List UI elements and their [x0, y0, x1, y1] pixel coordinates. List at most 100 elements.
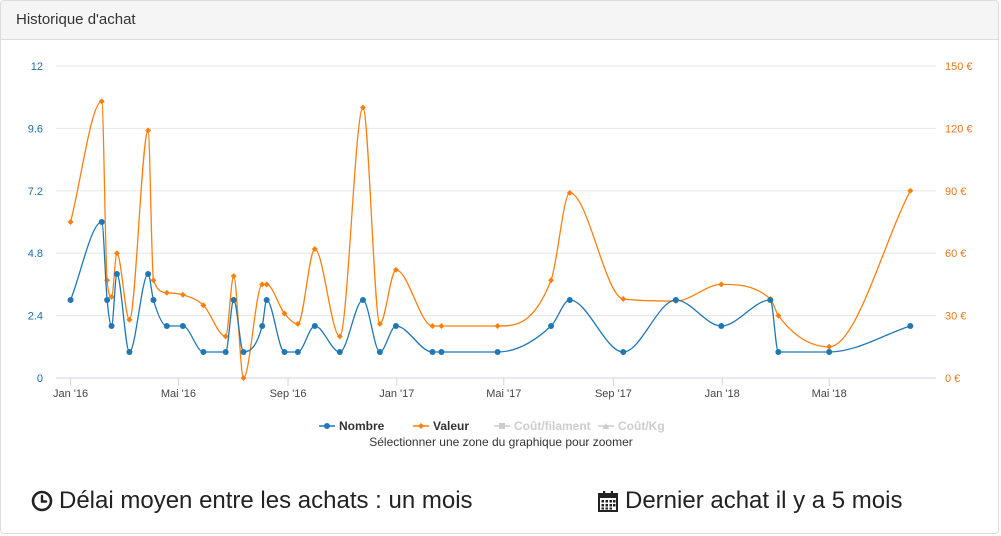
data-point-valeur[interactable] — [494, 323, 501, 329]
data-point-nombre[interactable] — [359, 297, 366, 303]
data-point-nombre[interactable] — [222, 349, 229, 355]
data-point-valeur[interactable] — [179, 291, 186, 298]
data-point-nombre[interactable] — [230, 297, 237, 303]
data-point-nombre[interactable] — [438, 349, 445, 355]
y-left-tick-label: 2.4 — [28, 311, 43, 323]
x-tick-label: Mai '17 — [486, 388, 521, 400]
data-point-valeur[interactable] — [240, 375, 247, 381]
data-point-nombre[interactable] — [392, 323, 399, 329]
data-point-nombre[interactable] — [376, 349, 383, 355]
data-point-nombre[interactable] — [767, 297, 774, 303]
data-point-valeur[interactable] — [294, 320, 301, 327]
data-point-valeur[interactable] — [163, 289, 170, 296]
legend-label: Coût/filament — [514, 419, 591, 433]
data-point-valeur[interactable] — [376, 320, 383, 327]
data-point-nombre[interactable] — [126, 349, 133, 355]
x-tick-label: Sep '16 — [270, 388, 307, 400]
data-point-nombre[interactable] — [294, 349, 301, 355]
chart-container[interactable]: 0 2.4 4.8 7.2 9.6 12 0 €30 €60 €90 €120 €150 €… — [1, 41, 999, 461]
x-tick-label: Sep '17 — [595, 388, 632, 400]
data-point-valeur[interactable] — [548, 277, 555, 284]
calendar-icon — [598, 491, 618, 512]
x-tick-label: Jan '17 — [379, 388, 414, 400]
clock-icon — [31, 490, 53, 512]
x-tick-label: Mai '18 — [812, 388, 847, 400]
data-point-valeur[interactable] — [359, 104, 366, 111]
data-point-valeur[interactable] — [263, 281, 270, 288]
last-purchase-stat: Dernier achat il y a 5 mois — [597, 487, 902, 515]
data-point-nombre[interactable] — [200, 349, 207, 355]
data-point-nombre[interactable] — [548, 323, 555, 329]
legend-item-cout-kg[interactable]: Coût/Kg — [598, 419, 665, 433]
data-point-valeur[interactable] — [429, 323, 436, 329]
data-point-valeur[interactable] — [775, 312, 782, 319]
data-point-valeur[interactable] — [222, 333, 229, 340]
data-point-nombre[interactable] — [620, 349, 627, 355]
data-point-nombre[interactable] — [336, 349, 343, 355]
data-point-valeur[interactable] — [98, 98, 105, 105]
series-line-nombre — [69, 221, 911, 353]
data-point-valeur[interactable] — [259, 281, 266, 288]
data-point-nombre[interactable] — [775, 349, 782, 355]
y-left-tick-label: 9.6 — [28, 123, 43, 135]
data-point-nombre[interactable] — [113, 271, 120, 277]
legend-label: Nombre — [339, 419, 385, 433]
legend-item-valeur[interactable]: Valeur — [413, 419, 469, 433]
x-tick-label: Mai '16 — [161, 388, 196, 400]
legend-marker — [418, 423, 424, 429]
data-point-nombre[interactable] — [240, 349, 247, 355]
data-point-nombre[interactable] — [494, 349, 501, 355]
data-point-valeur[interactable] — [311, 246, 318, 253]
data-point-nombre[interactable] — [108, 323, 115, 329]
data-point-nombre[interactable] — [145, 271, 152, 277]
data-point-valeur[interactable] — [113, 250, 120, 257]
data-point-valeur[interactable] — [281, 310, 288, 317]
data-point-valeur[interactable] — [126, 316, 133, 323]
data-point-nombre[interactable] — [67, 297, 74, 303]
data-point-nombre[interactable] — [672, 297, 679, 303]
data-point-nombre[interactable] — [163, 323, 170, 329]
avg-delay-text: Délai moyen entre les achats : un mois — [59, 487, 473, 514]
data-point-valeur[interactable] — [104, 277, 111, 284]
data-point-nombre[interactable] — [98, 219, 105, 225]
data-point-valeur[interactable] — [907, 187, 914, 194]
data-point-valeur[interactable] — [108, 293, 115, 300]
legend-item-cout-filament[interactable]: Coût/filament — [494, 419, 591, 433]
data-point-valeur[interactable] — [200, 302, 207, 309]
legend-marker — [602, 423, 610, 429]
data-point-valeur[interactable] — [336, 333, 343, 340]
last-purchase-text: Dernier achat il y a 5 mois — [625, 487, 903, 514]
data-point-valeur[interactable] — [826, 343, 833, 350]
data-point-nombre[interactable] — [566, 297, 573, 303]
y-right-tick-label: 150 € — [945, 61, 973, 73]
data-point-nombre[interactable] — [281, 349, 288, 355]
data-point-valeur[interactable] — [392, 266, 399, 273]
data-point-nombre[interactable] — [718, 323, 725, 329]
data-point-nombre[interactable] — [429, 349, 436, 355]
y-right-tick-label: 30 € — [945, 311, 966, 323]
data-point-valeur[interactable] — [620, 295, 627, 302]
data-point-nombre[interactable] — [150, 297, 157, 303]
data-point-nombre[interactable] — [826, 349, 833, 355]
data-point-nombre[interactable] — [907, 323, 914, 329]
data-point-valeur[interactable] — [150, 277, 157, 284]
data-point-nombre[interactable] — [259, 323, 266, 329]
y-left-tick-label: 4.8 — [28, 248, 43, 260]
data-point-valeur[interactable] — [230, 273, 237, 280]
data-point-nombre[interactable] — [263, 297, 270, 303]
data-point-nombre[interactable] — [179, 323, 186, 329]
y-right-tick-label: 120 € — [945, 123, 973, 135]
data-point-valeur[interactable] — [67, 219, 74, 225]
data-point-nombre[interactable] — [104, 297, 111, 303]
data-point-valeur[interactable] — [718, 281, 725, 288]
x-tick-label: Jan '18 — [705, 388, 740, 400]
data-point-valeur[interactable] — [145, 127, 152, 134]
legend-marker — [499, 423, 505, 429]
legend-label: Valeur — [433, 419, 469, 433]
data-point-valeur[interactable] — [438, 323, 445, 329]
data-point-nombre[interactable] — [311, 323, 318, 329]
legend-item-nombre[interactable]: Nombre — [319, 419, 385, 433]
data-point-valeur[interactable] — [566, 189, 573, 196]
